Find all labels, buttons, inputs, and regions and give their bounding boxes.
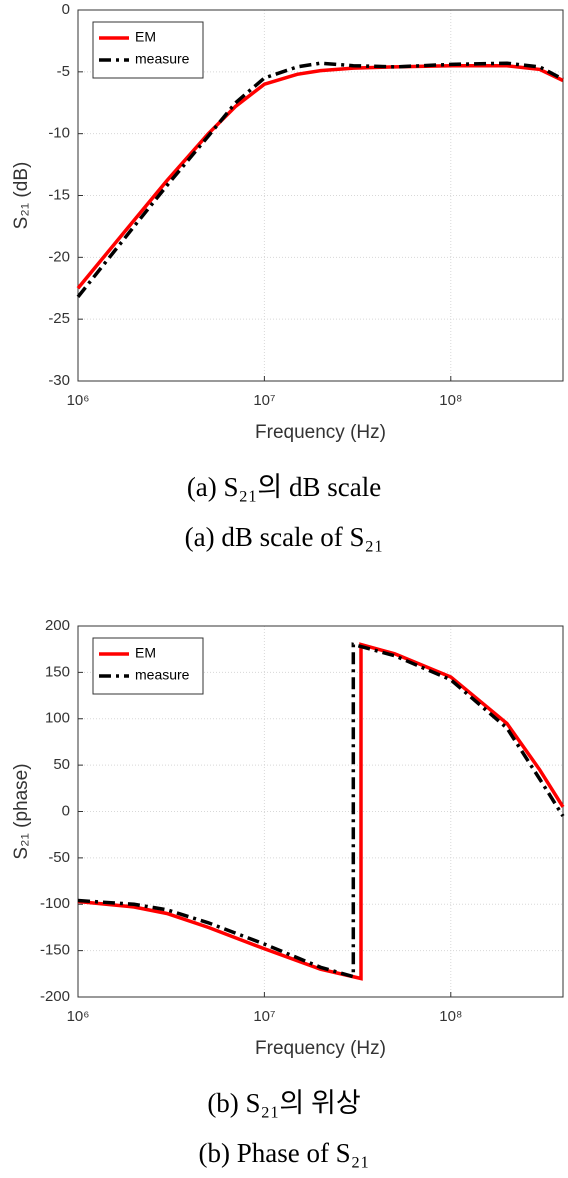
y-tick-label: -100 <box>40 895 70 912</box>
x-tick-label: 10⁸ <box>439 392 462 409</box>
y-tick-label: 0 <box>62 802 70 819</box>
x-axis-label: Frequency (Hz) <box>255 1038 386 1059</box>
x-axis-label: Frequency (Hz) <box>255 422 386 443</box>
y-axis-label: S₂₁ (phase) <box>11 763 32 859</box>
legend-box <box>92 21 204 79</box>
caption: (a) S₂₁의 dB scale <box>187 472 381 502</box>
x-tick-label: 10⁷ <box>253 392 275 409</box>
x-tick-label: 10⁶ <box>67 392 90 409</box>
x-tick-label: 10⁸ <box>439 1008 462 1025</box>
y-tick-label: -150 <box>40 942 70 959</box>
y-tick-label: -10 <box>48 125 70 142</box>
y-tick-label: -25 <box>48 310 70 327</box>
y-tick-label: -50 <box>48 849 70 866</box>
legend-label: EM <box>135 645 156 661</box>
y-tick-label: -5 <box>57 63 70 80</box>
legend-label: EM <box>135 29 156 45</box>
y-tick-label: -20 <box>48 248 70 265</box>
y-tick-label: -30 <box>48 372 70 389</box>
y-tick-label: 0 <box>62 1 70 18</box>
caption: (b) Phase of S₂₁ <box>198 1138 369 1168</box>
y-axis-label: S₂₁ (dB) <box>11 162 32 230</box>
y-tick-label: 150 <box>45 663 70 680</box>
y-tick-label: -200 <box>40 988 70 1005</box>
legend-label: measure <box>135 51 190 67</box>
legend-label: measure <box>135 667 190 683</box>
y-tick-label: 200 <box>45 617 70 634</box>
caption: (b) S₂₁의 위상 <box>207 1088 360 1118</box>
y-tick-label: -15 <box>48 186 70 203</box>
plot-frame <box>77 9 564 382</box>
x-tick-label: 10⁷ <box>253 1008 275 1025</box>
series-line <box>76 61 564 298</box>
plot-frame <box>77 625 564 998</box>
series-line <box>76 63 564 290</box>
y-tick-label: 50 <box>53 756 70 773</box>
x-tick-label: 10⁶ <box>67 1008 90 1025</box>
series-line <box>77 642 565 981</box>
caption: (a) dB scale of S₂₁ <box>185 522 384 552</box>
y-tick-label: 100 <box>45 710 70 727</box>
legend-box <box>92 637 204 695</box>
